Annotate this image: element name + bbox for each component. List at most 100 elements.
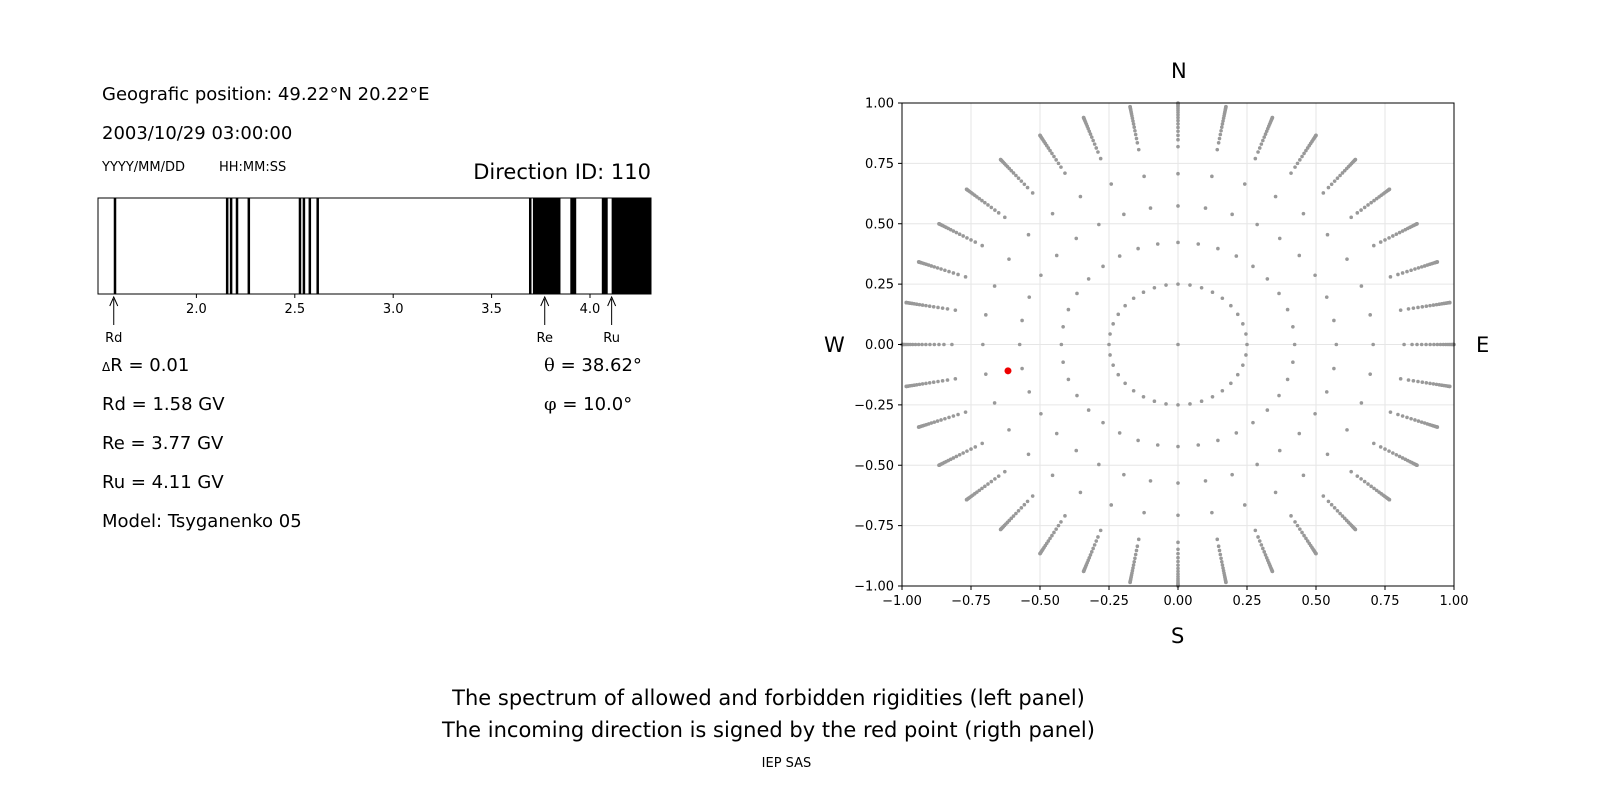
grid-point: [920, 303, 925, 307]
grid-point: [935, 266, 940, 270]
grid-point: [1014, 511, 1018, 516]
grid-point: [1387, 236, 1391, 240]
grid-point: [904, 384, 908, 389]
date-format-hint: YYYY/MM/DD: [102, 160, 185, 175]
grid-point: [984, 372, 988, 376]
x-tick-label: −1.00: [882, 594, 922, 609]
grid-point: [1419, 342, 1424, 347]
grid-point: [1176, 540, 1180, 545]
grid-point: [1435, 260, 1440, 264]
grid-point: [965, 449, 969, 453]
grid-point: [1027, 390, 1032, 394]
grid-point: [1030, 494, 1035, 498]
grid-point: [1230, 212, 1234, 217]
grid-point: [1355, 211, 1360, 215]
grid-point: [1141, 394, 1146, 399]
grid-point: [1132, 125, 1137, 130]
grid-point: [1054, 158, 1058, 162]
grid-point: [1242, 182, 1247, 186]
spectrum-frame: [97, 197, 652, 295]
x-tick-label: 3.0: [383, 302, 404, 317]
grid-point: [1340, 171, 1345, 175]
grid-point: [981, 342, 985, 347]
grid-point: [953, 308, 958, 312]
grid-point: [1304, 536, 1308, 541]
grid-point: [1176, 282, 1180, 286]
grid-point: [1075, 291, 1079, 296]
grid-point: [980, 441, 985, 446]
grid-point: [1369, 484, 1373, 489]
grid-point: [1096, 150, 1100, 154]
grid-point: [973, 445, 978, 449]
grid-point: [1019, 179, 1024, 183]
grid-point: [1210, 510, 1214, 515]
grid-point: [992, 284, 997, 288]
grid-point: [1424, 342, 1428, 347]
grid-point: [1394, 232, 1399, 236]
grid-point: [1108, 332, 1112, 336]
grid-point: [1128, 104, 1132, 109]
grid-point: [1298, 158, 1302, 162]
grid-point: [1302, 533, 1306, 538]
marker-label-rd: Rd: [105, 331, 122, 346]
grid-point: [1415, 342, 1419, 347]
grid-point: [1176, 563, 1180, 567]
grid-point: [917, 302, 922, 307]
grid-point: [1251, 264, 1255, 269]
grid-point: [1349, 469, 1353, 474]
grid-point: [939, 418, 943, 422]
x-tick-label: −0.75: [951, 594, 991, 609]
grid-point: [1244, 353, 1248, 357]
grid-point: [1435, 425, 1440, 429]
grid-point: [936, 305, 940, 310]
grid-point: [1396, 272, 1400, 277]
grid-point: [1059, 165, 1063, 169]
grid-point: [1027, 295, 1032, 299]
grid-point: [1048, 148, 1052, 153]
grid-point: [1378, 240, 1383, 244]
grid-point: [1016, 176, 1021, 181]
grid-point: [1116, 372, 1121, 377]
grid-point: [1026, 232, 1031, 237]
grid-point: [1136, 246, 1140, 251]
grid-point: [1219, 556, 1223, 561]
grid-point: [1059, 520, 1063, 524]
forbidden-band: [298, 198, 302, 294]
grid-point: [1063, 514, 1067, 518]
grid-point: [924, 342, 928, 347]
grid-point: [1378, 445, 1383, 449]
y-tick-label: 0.25: [865, 278, 894, 293]
grid-point: [1094, 146, 1099, 150]
grid-point: [1066, 307, 1071, 312]
grid-point: [1097, 462, 1101, 467]
grid-point: [927, 381, 932, 385]
grid-point: [1270, 115, 1275, 120]
grid-point: [1235, 372, 1240, 377]
grid-point: [1176, 572, 1180, 576]
grid-point: [1176, 171, 1180, 176]
grid-point: [1142, 174, 1146, 179]
grid-point: [1056, 523, 1061, 528]
grid-point: [1277, 393, 1281, 398]
grid-point: [1329, 502, 1334, 507]
grid-point: [1203, 479, 1208, 483]
direction-id: Direction ID: 110: [473, 160, 651, 184]
grid-point: [1014, 173, 1018, 178]
x-tick-label: 0.00: [1164, 594, 1193, 609]
grid-point: [950, 342, 954, 347]
grid-point: [1091, 138, 1095, 143]
grid-point: [1091, 546, 1095, 551]
grid-point: [1020, 366, 1024, 371]
y-tick-label: 0.00: [865, 338, 894, 353]
grid-point: [1255, 222, 1259, 227]
grid-point: [1054, 253, 1059, 258]
grid-point: [1152, 399, 1157, 404]
grid-point: [969, 447, 973, 451]
grid-point: [1285, 307, 1290, 312]
grid-point: [1155, 443, 1160, 447]
grid-point: [1273, 194, 1278, 199]
credit: IEP SAS: [761, 756, 812, 771]
grid-point: [1304, 148, 1308, 153]
x-tick-label: 0.50: [1302, 594, 1331, 609]
